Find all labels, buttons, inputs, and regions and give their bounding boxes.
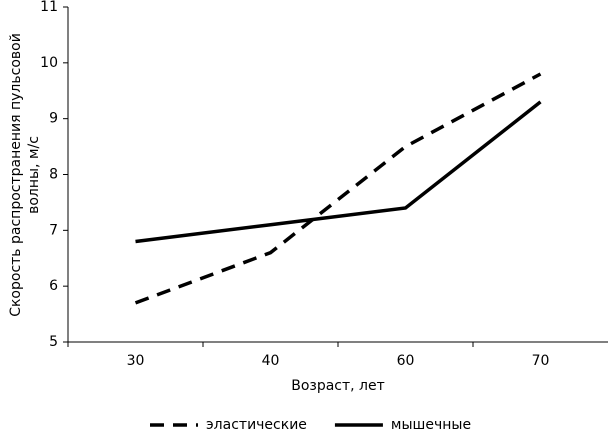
x-tick-label: 40 [262, 353, 280, 369]
x-tick-label: 70 [532, 353, 550, 369]
y-tick-label: 9 [49, 111, 58, 127]
x-axis-label: Возраст, лет [291, 378, 385, 394]
y-axis-label-line: Скорость распространения пульсовой [8, 33, 24, 317]
line-series [134, 72, 542, 305]
y-axis-label: Скорость распространения пульсовой волны,… [8, 33, 42, 317]
y-tick-label: 6 [49, 278, 58, 294]
y-tick-label: 8 [49, 167, 58, 183]
line-series [135, 100, 542, 244]
y-tick-label: 7 [49, 222, 58, 238]
legend-label: эластические [206, 417, 307, 433]
y-tick-label: 10 [40, 55, 58, 71]
y-tick-label: 5 [49, 334, 58, 350]
y-tick-label: 11 [40, 0, 58, 15]
x-tick-label: 60 [397, 353, 415, 369]
legend-label: мышечные [391, 417, 471, 433]
x-tick-label: 30 [127, 353, 145, 369]
y-axis-label-line: волны, м/с [26, 136, 42, 214]
